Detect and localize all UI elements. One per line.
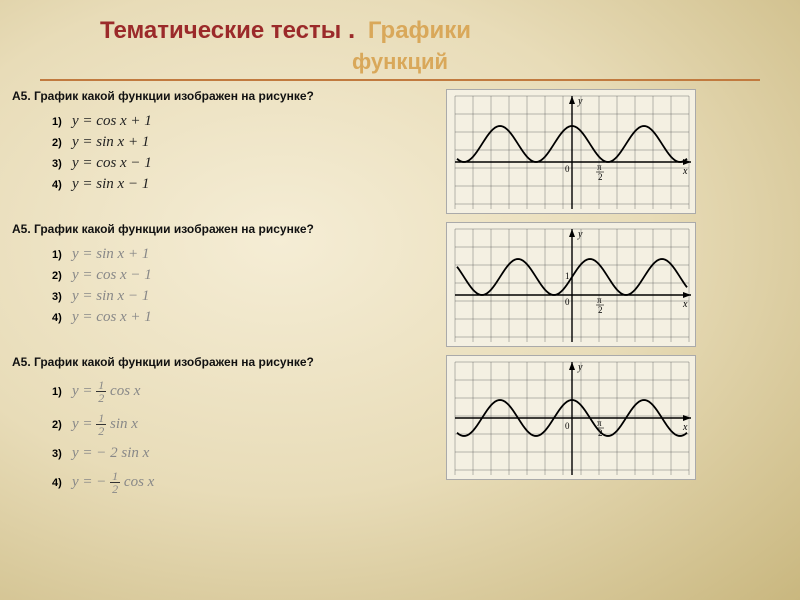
options-list: 1)y = 12 cos x2)y = 12 sin x3)y = − 2 si… <box>12 379 432 495</box>
svg-text:x: x <box>682 299 688 310</box>
option-number: 3) <box>52 448 72 460</box>
svg-text:x: x <box>682 422 688 433</box>
graph-box: y x 0 π2 <box>446 89 696 214</box>
graph-box: yx0π2 <box>446 355 696 480</box>
svg-text:π: π <box>597 418 602 428</box>
svg-text:1: 1 <box>565 271 570 281</box>
svg-text:2: 2 <box>598 305 603 315</box>
svg-text:π: π <box>597 162 602 172</box>
option-row: 1)y = cos x + 1 <box>52 113 432 130</box>
option-formula: y = sin x − 1 <box>72 288 149 305</box>
svg-text:y: y <box>577 229 583 240</box>
options-list: 1)y = cos x + 12)y = sin x + 13)y = cos … <box>12 113 432 193</box>
question-block: А5. График какой функции изображен на ри… <box>12 355 788 503</box>
option-row: 4)y = cos x + 1 <box>52 309 432 326</box>
option-row: 2)y = sin x + 1 <box>52 134 432 151</box>
options-list: 1)y = sin x + 12)y = cos x − 13)y = sin … <box>12 246 432 326</box>
option-formula: y = sin x − 1 <box>72 176 149 193</box>
content-area: А5. График какой функции изображен на ри… <box>0 81 800 503</box>
page-subtitle: функций <box>0 49 800 75</box>
option-formula: y = sin x + 1 <box>72 246 149 263</box>
question-prompt: А5. График какой функции изображен на ри… <box>12 89 432 103</box>
option-number: 3) <box>52 158 72 170</box>
option-row: 4)y = sin x − 1 <box>52 176 432 193</box>
question-left: А5. График какой функции изображен на ри… <box>12 89 432 197</box>
option-row: 2)y = cos x − 1 <box>52 267 432 284</box>
question-prompt: А5. График какой функции изображен на ри… <box>12 222 432 236</box>
svg-text:0: 0 <box>565 421 570 431</box>
option-formula: y = 12 sin x <box>72 412 138 437</box>
question-left: А5. График какой функции изображен на ри… <box>12 222 432 330</box>
title-part1: Тематические тесты <box>100 17 341 44</box>
option-formula: y = cos x − 1 <box>72 155 152 172</box>
option-number: 4) <box>52 179 72 191</box>
question-block: А5. График какой функции изображен на ри… <box>12 222 788 347</box>
option-row: 2)y = 12 sin x <box>52 412 432 437</box>
question-prompt: А5. График какой функции изображен на ри… <box>12 355 432 369</box>
option-number: 2) <box>52 419 72 431</box>
title-dot: . <box>348 14 355 44</box>
svg-text:0: 0 <box>565 297 570 307</box>
option-number: 1) <box>52 386 72 398</box>
svg-text:2: 2 <box>598 172 603 182</box>
svg-text:x: x <box>682 166 688 177</box>
option-number: 1) <box>52 249 72 261</box>
svg-text:0: 0 <box>565 164 570 174</box>
option-formula: y = sin x + 1 <box>72 134 149 151</box>
page-title: Тематические тесты . Графики <box>0 0 800 51</box>
svg-text:y: y <box>577 96 583 107</box>
option-row: 4)y = − 12 cos x <box>52 470 432 495</box>
option-row: 3)y = − 2 sin x <box>52 445 432 462</box>
option-number: 4) <box>52 312 72 324</box>
question-block: А5. График какой функции изображен на ри… <box>12 89 788 214</box>
option-formula: y = cos x + 1 <box>72 113 152 130</box>
option-number: 1) <box>52 116 72 128</box>
option-number: 2) <box>52 270 72 282</box>
graph-box: y x 0 1 π2 <box>446 222 696 347</box>
option-row: 3)y = sin x − 1 <box>52 288 432 305</box>
option-formula: y = − 2 sin x <box>72 445 149 462</box>
title-part2: Графики <box>368 17 471 44</box>
option-formula: y = cos x + 1 <box>72 309 152 326</box>
option-number: 4) <box>52 477 72 489</box>
question-left: А5. График какой функции изображен на ри… <box>12 355 432 503</box>
option-number: 2) <box>52 137 72 149</box>
option-formula: y = − 12 cos x <box>72 470 154 495</box>
option-number: 3) <box>52 291 72 303</box>
option-formula: y = 12 cos x <box>72 379 140 404</box>
svg-text:π: π <box>597 295 602 305</box>
option-row: 1)y = sin x + 1 <box>52 246 432 263</box>
svg-text:y: y <box>577 362 583 373</box>
option-row: 3)y = cos x − 1 <box>52 155 432 172</box>
option-row: 1)y = 12 cos x <box>52 379 432 404</box>
option-formula: y = cos x − 1 <box>72 267 152 284</box>
